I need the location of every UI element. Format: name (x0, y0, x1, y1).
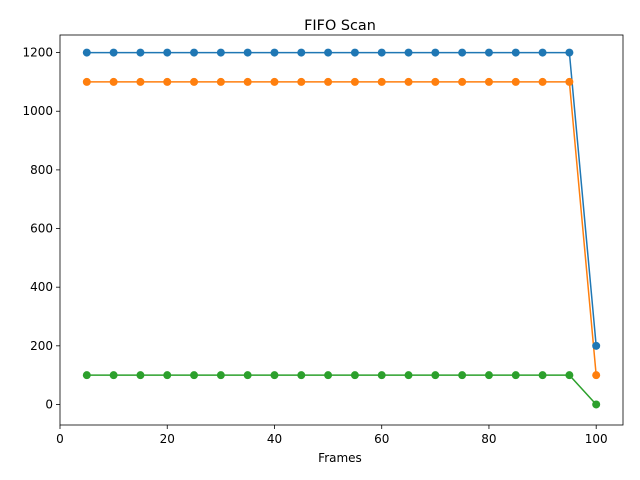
series-0-point (404, 48, 413, 57)
series-0-point (592, 341, 601, 350)
series-1-point (565, 77, 574, 86)
series-2-point (404, 371, 413, 380)
series-2-point (243, 371, 252, 380)
series-0-point (377, 48, 386, 57)
x-axis-label: Frames (318, 451, 362, 465)
series-1-point (190, 77, 199, 86)
chart-title: FIFO Scan (304, 18, 376, 34)
series-1-point (324, 77, 333, 86)
series-1-point (243, 77, 252, 86)
axes-frame (59, 34, 624, 426)
series-1-point (511, 77, 520, 86)
series-1-point (377, 77, 386, 86)
series-0-point (82, 48, 91, 57)
series-0-point (109, 48, 118, 57)
series-2-point (538, 371, 547, 380)
series-0-point (190, 48, 199, 57)
series-2-point (377, 371, 386, 380)
series-1-point (458, 77, 467, 86)
series-0-point (324, 48, 333, 57)
series-2-point (431, 371, 440, 380)
series-1-point (404, 77, 413, 86)
series-0-point (484, 48, 493, 57)
x-tick-label: 20 (160, 432, 175, 446)
series-2-point (324, 371, 333, 380)
series-1-point (592, 371, 601, 380)
x-tick-label: 40 (267, 432, 282, 446)
series-2-point (511, 371, 520, 380)
series-0-point (565, 48, 574, 57)
y-tick-label: 200 (30, 339, 53, 353)
series-0-point (270, 48, 279, 57)
y-tick-label: 600 (30, 222, 53, 236)
series-2-point (592, 400, 601, 409)
series-2-point (565, 371, 574, 380)
y-tick-label: 1200 (22, 46, 53, 60)
x-tick-label: 100 (585, 432, 608, 446)
series-2-point (109, 371, 118, 380)
series-2-point (136, 371, 145, 380)
series-0-point (163, 48, 172, 57)
x-tick-label: 60 (374, 432, 389, 446)
series-0-point (297, 48, 306, 57)
series-0-point (350, 48, 359, 57)
x-tick-label: 80 (481, 432, 496, 446)
series-1-point (297, 77, 306, 86)
series-2-point (350, 371, 359, 380)
series-2-point (270, 371, 279, 380)
series-1-point (350, 77, 359, 86)
series-2-point (484, 371, 493, 380)
series-1-point (109, 77, 118, 86)
series-0-line (86, 51, 597, 346)
y-tick-label: 800 (30, 163, 53, 177)
series-2-point (163, 371, 172, 380)
y-tick-label: 400 (30, 280, 53, 294)
series-1-point (136, 77, 145, 86)
series-1-line (86, 81, 597, 376)
series-2-point (458, 371, 467, 380)
series-2-point (190, 371, 199, 380)
series-1-point (538, 77, 547, 86)
y-tick-label: 1000 (22, 104, 53, 118)
series-1-point (163, 77, 172, 86)
series-2-point (82, 371, 91, 380)
series-2-line (86, 374, 597, 405)
series-2-point (297, 371, 306, 380)
y-tick-label: 0 (45, 397, 53, 411)
series-0-point (431, 48, 440, 57)
series-0-point (216, 48, 225, 57)
series-0-point (136, 48, 145, 57)
series-2-point (216, 371, 225, 380)
series-1-point (216, 77, 225, 86)
series-0-point (511, 48, 520, 57)
series-1-point (82, 77, 91, 86)
series-0-point (243, 48, 252, 57)
x-tick-label: 0 (56, 432, 64, 446)
series-1-point (431, 77, 440, 86)
series-0-point (458, 48, 467, 57)
series-1-point (270, 77, 279, 86)
series-0-point (538, 48, 547, 57)
series-1-point (484, 77, 493, 86)
